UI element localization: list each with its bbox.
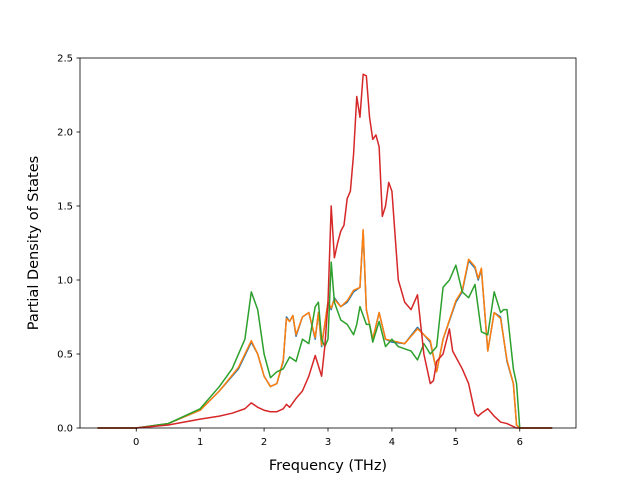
y-axis-label: Partial Density of States	[26, 156, 42, 330]
y-tick-label: 0.5	[57, 350, 73, 361]
x-axis-label: Frequency (THz)	[269, 458, 387, 474]
plot-frame	[79, 57, 577, 429]
y-tick-label: 1.0	[57, 276, 73, 287]
y-tick-label: 0.0	[57, 424, 73, 435]
x-tick-label: 0	[133, 437, 139, 448]
series-line-4	[97, 73, 553, 429]
x-axis-ticks: 0 1 2 3 4 5 6	[133, 428, 523, 448]
y-tick-label: 2.0	[57, 128, 73, 139]
series-layer	[97, 73, 553, 429]
x-tick-label: 1	[197, 437, 203, 448]
series-line-3	[97, 261, 553, 429]
y-tick-label: 2.5	[57, 54, 73, 65]
x-tick-label: 3	[325, 437, 331, 448]
x-tick-label: 5	[453, 437, 459, 448]
y-tick-label: 1.5	[57, 202, 73, 213]
series-line-2	[97, 228, 553, 429]
plot-area	[80, 58, 576, 428]
y-axis-ticks: 0.0 0.5 1.0 1.5 2.0 2.5	[57, 54, 80, 435]
x-tick-label: 4	[389, 437, 395, 448]
x-tick-label: 2	[261, 437, 267, 448]
x-tick-label: 6	[517, 437, 523, 448]
